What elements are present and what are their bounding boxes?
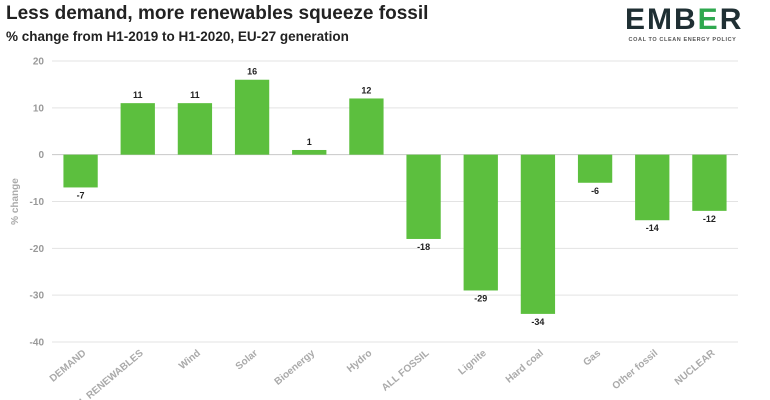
- bar: [520, 154, 556, 314]
- logo-wordmark: EMBER: [625, 3, 744, 36]
- y-tick-label: -30: [30, 291, 45, 302]
- x-tick-label: Solar: [234, 348, 260, 373]
- data-label: -14: [646, 223, 659, 233]
- bar: [63, 154, 98, 188]
- gridlines: [52, 60, 738, 343]
- data-label: -18: [417, 242, 430, 252]
- data-label: -6: [591, 186, 599, 196]
- bar: [635, 154, 670, 221]
- bars: [63, 79, 727, 314]
- bar: [406, 154, 441, 239]
- x-tick-label: Lignite: [456, 348, 489, 378]
- data-label: 11: [133, 90, 143, 100]
- y-axis-ticks: 20 10 0 -10 -20 -30 -40: [30, 57, 45, 349]
- data-label: 11: [190, 90, 200, 100]
- chart-subtitle: % change from H1-2019 to H1-2020, EU-27 …: [6, 29, 349, 44]
- x-tick-label: Other fossil: [611, 348, 661, 392]
- x-tick-label: ALL FOSSIL: [380, 348, 432, 394]
- data-label: -7: [77, 190, 85, 200]
- bar: [234, 79, 270, 155]
- bar: [177, 103, 213, 155]
- bar: [349, 98, 384, 155]
- bar: [577, 154, 613, 183]
- ember-logo: EMBER COAL TO CLEAN ENERGY POLICY: [625, 3, 744, 44]
- y-tick-label: 10: [33, 103, 45, 114]
- logo-tagline: COAL TO CLEAN ENERGY POLICY: [628, 37, 737, 43]
- data-label: -29: [474, 293, 487, 303]
- data-labels: -7 11 11 16 1 12 -18 -29 -34 -6 -14 -12: [77, 67, 716, 327]
- x-tick-label: Bioenergy: [273, 348, 318, 388]
- y-tick-label: -20: [30, 244, 45, 255]
- x-tick-label: Hydro: [345, 348, 374, 375]
- bar: [120, 103, 155, 155]
- x-tick-label: Wind: [177, 348, 203, 372]
- data-label: -12: [703, 214, 716, 224]
- y-tick-label: -40: [30, 338, 45, 349]
- y-tick-label: 0: [38, 150, 44, 161]
- data-label: -34: [531, 317, 544, 327]
- chart-title: Less demand, more renewables squeeze fos…: [6, 3, 429, 24]
- data-label: 12: [361, 85, 371, 95]
- bar: [463, 154, 498, 291]
- data-label: 1: [307, 137, 312, 147]
- y-axis-label: % change: [10, 178, 21, 225]
- y-tick-label: 20: [33, 57, 45, 68]
- x-tick-label: Hard coal: [504, 348, 546, 386]
- x-tick-label: Gas: [581, 348, 603, 369]
- data-label: 16: [247, 67, 257, 77]
- x-tick-label: NUCLEAR: [673, 347, 718, 387]
- y-tick-label: -10: [30, 197, 45, 208]
- x-tick-label: DEMAND: [48, 348, 89, 385]
- bar: [292, 149, 327, 155]
- bar: [692, 154, 727, 211]
